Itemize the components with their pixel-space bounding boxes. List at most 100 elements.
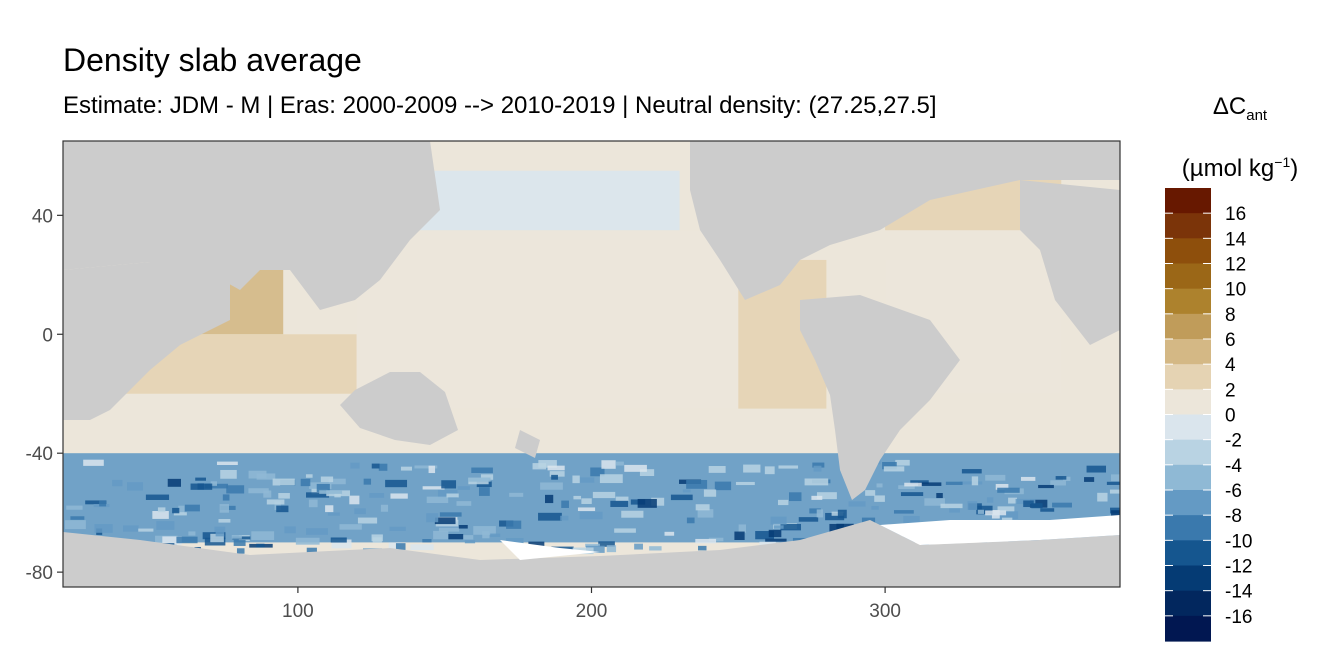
field-cell (651, 497, 665, 506)
field-cell (428, 465, 436, 474)
field-cell (670, 494, 693, 501)
field-cell (320, 476, 334, 483)
field-cell (441, 480, 457, 489)
field-cell (434, 517, 456, 525)
field-cell (904, 482, 922, 487)
field-cell (874, 495, 885, 502)
field-cell (649, 546, 662, 551)
field-cell (157, 507, 166, 513)
field-cell (305, 474, 313, 478)
field-cell (1109, 489, 1120, 494)
field-cell (167, 478, 181, 487)
field-cell (184, 504, 200, 512)
field-cell (936, 493, 943, 499)
field-cell (389, 526, 406, 531)
land-australia (340, 372, 458, 445)
field-cell (882, 462, 897, 470)
field-cell (945, 481, 963, 485)
field-cell (1001, 517, 1013, 521)
field-cell (910, 480, 929, 484)
field-cell (263, 490, 272, 498)
field-cell (446, 493, 459, 498)
colorbar-swatch (1165, 238, 1211, 265)
field-cell (986, 497, 994, 503)
land-masses (63, 141, 1120, 587)
field-cell (773, 525, 784, 529)
field-cell (216, 461, 238, 466)
field-cell (738, 524, 747, 533)
field-cell (686, 517, 695, 524)
field-cell (248, 470, 267, 479)
field-cell (580, 477, 595, 483)
field-cell (829, 523, 845, 533)
field-cell (985, 474, 1006, 481)
field-cell (266, 499, 285, 505)
field-cell (770, 516, 787, 525)
field-cell (371, 463, 380, 469)
field-cell (560, 515, 569, 521)
field-cell (176, 536, 198, 544)
field-cell (138, 528, 154, 532)
field-cell (848, 501, 866, 507)
field-cell (395, 543, 406, 550)
field-cell (967, 501, 978, 510)
field-cell (70, 516, 85, 520)
field-cell (714, 481, 732, 491)
field-cell (1062, 476, 1071, 482)
field-cell (457, 486, 470, 490)
field-cell (215, 529, 225, 537)
chart-subtitle: Estimate: JDM - M | Eras: 2000-2009 --> … (63, 92, 937, 119)
field-cell (686, 479, 708, 489)
field-cell (809, 508, 821, 514)
field-cell (156, 521, 175, 530)
field-cell (798, 517, 819, 522)
field-cell (999, 511, 1019, 519)
field-cell (572, 475, 580, 484)
field-cell (480, 474, 494, 480)
field-cell (248, 488, 269, 494)
land-africa (63, 250, 230, 420)
colorbar-label: -10 (1225, 531, 1252, 552)
field-cell (468, 477, 491, 482)
field-cell (1050, 480, 1066, 486)
field-cell (573, 495, 582, 500)
field-cell (1008, 497, 1018, 504)
field-cell (284, 526, 296, 534)
field-cell (825, 512, 845, 521)
field-cell (438, 527, 460, 532)
field-cell (695, 538, 717, 544)
colorbar-label: -6 (1225, 481, 1242, 502)
land-north-america (690, 141, 1120, 300)
land-new-zealand (515, 430, 540, 458)
colorbar-swatch (1165, 590, 1211, 617)
field-cell (1052, 502, 1072, 508)
field-cell (195, 477, 206, 481)
field-cell (708, 537, 724, 542)
region-4 (415, 170, 680, 231)
colorbar-label: 0 (1225, 406, 1236, 427)
land-antarctica (63, 520, 1120, 587)
field-cell (1031, 503, 1043, 509)
field-cell (621, 510, 644, 518)
field-cell (505, 538, 524, 544)
land-south-america (800, 295, 960, 500)
legend-unit-open: (µmol kg (1181, 155, 1275, 182)
field-cell (471, 467, 493, 474)
field-cell (462, 535, 474, 540)
field-cell (895, 459, 910, 466)
field-cell (145, 494, 170, 500)
field-cell (295, 537, 320, 545)
field-cell (924, 498, 945, 506)
colorbar-label: 14 (1225, 229, 1247, 250)
y-tick-label: 40 (32, 206, 53, 227)
field-cell (325, 505, 334, 513)
field-cell (971, 476, 979, 486)
field-cell (637, 498, 657, 508)
field-cell (606, 545, 617, 553)
field-cell (251, 531, 275, 541)
field-cell (1084, 477, 1095, 482)
field-cell (961, 469, 982, 474)
field-cell (695, 504, 710, 511)
field-cell (172, 507, 180, 514)
colorbar-label: 12 (1225, 255, 1246, 276)
